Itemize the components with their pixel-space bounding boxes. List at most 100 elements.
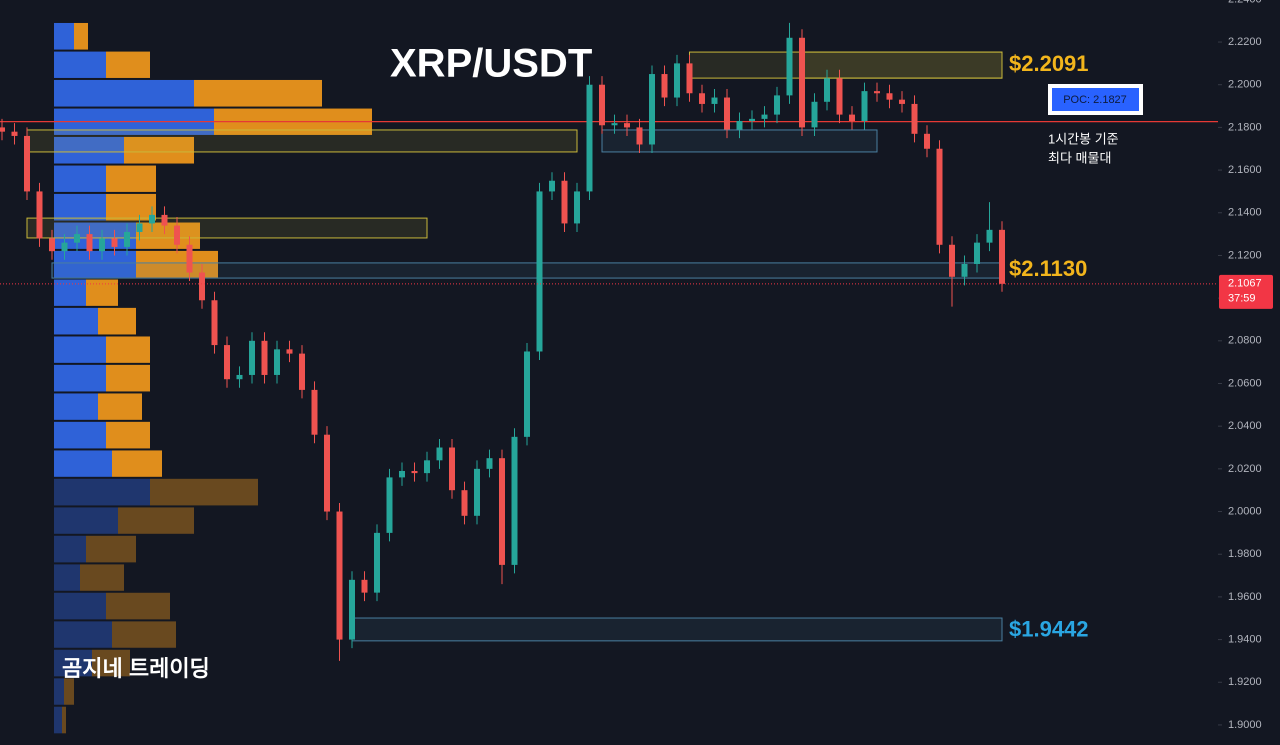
zone-label: $1.9442	[1009, 616, 1089, 641]
candle-body	[286, 349, 293, 354]
watermark: 곰지네 트레이딩	[62, 656, 210, 681]
candle-body	[749, 118, 755, 122]
y-tick-label: 2.0400	[1228, 420, 1262, 432]
candle-body	[211, 300, 218, 346]
profile-sell	[118, 507, 194, 534]
zone	[26, 129, 578, 153]
profile-buy	[54, 51, 106, 78]
candle-body	[999, 229, 1005, 284]
candle-body	[361, 579, 368, 593]
candle-body	[761, 114, 768, 119]
candle-body	[986, 229, 993, 243]
candle-body	[536, 191, 543, 352]
y-tick-label: 2.1400	[1228, 207, 1262, 219]
candle-body	[949, 244, 955, 277]
candle-body	[561, 180, 568, 224]
profile-buy	[54, 450, 112, 477]
candle-body	[899, 99, 905, 104]
candle-body	[411, 470, 418, 474]
candle-body	[511, 436, 518, 565]
profile-buy	[54, 250, 136, 278]
candle-body	[161, 214, 168, 226]
candle-body	[36, 191, 43, 239]
profile-sell	[106, 421, 150, 449]
chart-title: XRP/USDT	[390, 42, 592, 86]
candle-body	[436, 447, 443, 461]
y-tick-label: 2.1200	[1228, 249, 1262, 261]
y-tick-label: 2.0200	[1228, 463, 1262, 475]
candle-body	[549, 180, 555, 192]
candle-body	[499, 458, 505, 565]
candle-body	[574, 191, 580, 224]
candle-body	[736, 121, 743, 130]
current-price-tag	[1219, 274, 1273, 309]
zone	[51, 262, 1003, 279]
candle-body	[424, 460, 430, 474]
profile-sell	[62, 706, 66, 734]
candle-body	[824, 78, 830, 102]
profile-buy	[54, 222, 136, 249]
y-tick-label: 1.9200	[1228, 676, 1262, 688]
candle-body	[349, 579, 355, 640]
profile-sell	[98, 393, 142, 420]
candle-body	[249, 340, 255, 375]
candle-body	[624, 123, 630, 128]
candle-body	[974, 242, 980, 264]
profile-sell	[86, 535, 136, 563]
profile-sell	[194, 79, 322, 107]
candle-body	[524, 351, 530, 437]
profile-buy	[54, 592, 106, 620]
candle-body	[99, 238, 105, 252]
candle-body	[786, 37, 793, 96]
profile-buy	[54, 507, 118, 534]
profile-sell	[106, 336, 150, 363]
candle-body	[699, 93, 705, 104]
candle-body	[199, 272, 205, 301]
zone	[801, 51, 1003, 79]
y-tick-label: 2.2400	[1228, 0, 1262, 5]
profile-buy	[54, 478, 150, 506]
profile-buy	[54, 535, 86, 563]
candle-body	[774, 95, 780, 115]
profile-sell	[98, 307, 136, 335]
candle-body	[686, 63, 693, 94]
candle-body	[324, 434, 330, 512]
profile-buy	[54, 136, 124, 164]
profile-sell	[80, 564, 124, 591]
candle-body	[11, 131, 18, 136]
profile-sell	[112, 621, 176, 648]
candle-body	[486, 458, 493, 469]
annotation: 1시간봉 기준	[1048, 131, 1119, 146]
candle-body	[374, 532, 380, 593]
candle-body	[861, 91, 868, 122]
candle-body	[911, 103, 918, 134]
candle-body	[811, 101, 818, 128]
profile-buy	[54, 307, 98, 335]
zone-label: $2.2091	[1009, 51, 1089, 76]
countdown-label: 37:59	[1228, 293, 1256, 305]
profile-buy	[54, 649, 92, 677]
profile-sell	[74, 22, 88, 50]
candle-body	[586, 84, 593, 192]
candle-body	[724, 97, 730, 130]
candle-body	[136, 223, 143, 232]
candle-body	[61, 242, 68, 252]
y-tick-label: 1.9000	[1228, 719, 1262, 731]
profile-buy	[54, 564, 80, 591]
y-tick-label: 2.1800	[1228, 121, 1262, 133]
zone	[351, 617, 1003, 642]
y-tick-label: 2.1600	[1228, 164, 1262, 176]
candle-body	[74, 234, 80, 243]
current-price-label: 2.1067	[1228, 278, 1262, 290]
zone-label: $2.1130	[1009, 256, 1087, 281]
candle-body	[611, 123, 618, 126]
y-tick-label: 2.2200	[1228, 36, 1262, 48]
profile-sell	[106, 364, 150, 392]
y-tick-label: 1.9400	[1228, 633, 1262, 645]
profile-sell	[106, 165, 156, 192]
annotation: 최다 매물대	[1048, 150, 1111, 165]
profile-buy	[54, 193, 106, 221]
candle-body	[849, 114, 855, 122]
